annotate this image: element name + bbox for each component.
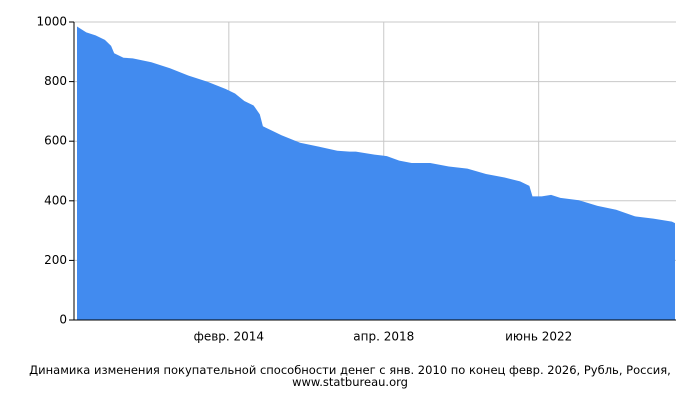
x-tick-label: апр. 2018 xyxy=(353,330,414,344)
area xyxy=(77,26,675,320)
y-tick-label: 1000 xyxy=(36,15,67,29)
y-tick-label: 200 xyxy=(44,253,67,267)
y-tick-label: 600 xyxy=(44,134,67,148)
y-tick-label: 400 xyxy=(44,193,67,207)
caption: Динамика изменения покупательной способн… xyxy=(29,363,671,389)
x-tick-label: февр. 2014 xyxy=(194,330,265,344)
x-tick-label: июнь 2022 xyxy=(505,330,572,344)
y-tick-label: 0 xyxy=(59,313,67,327)
chart: 0 200 400 600 800 1000 февр. 2014 апр. 2018 июнь… xyxy=(36,15,676,344)
y-tick-label: 800 xyxy=(44,74,67,88)
